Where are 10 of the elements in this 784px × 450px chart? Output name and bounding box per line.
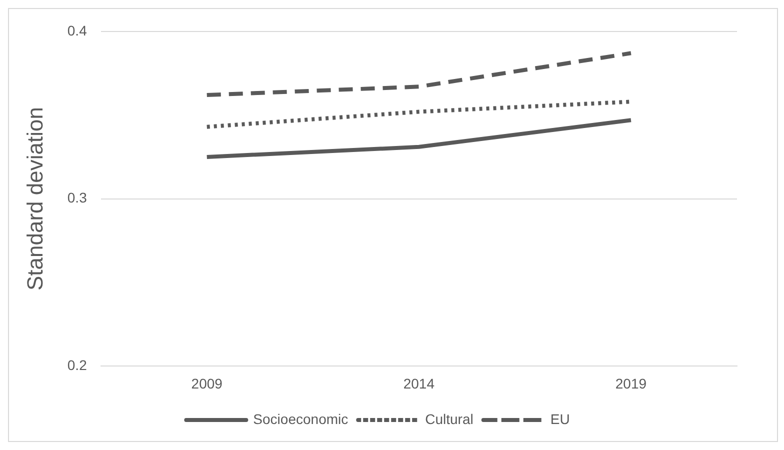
y-tick-label: 0.2 <box>67 357 88 374</box>
legend-label: Socioeconomic <box>253 410 348 427</box>
legend-label: EU <box>550 410 570 427</box>
x-tick-label: 2019 <box>615 375 647 392</box>
x-tick-label: 2014 <box>403 375 435 392</box>
legend-label: Cultural <box>425 410 474 427</box>
y-axis-title: Standard deviation <box>22 107 48 291</box>
x-tick-label: 2009 <box>191 375 223 392</box>
y-tick-label: 0.4 <box>67 22 88 38</box>
y-tick-label: 0.3 <box>67 190 88 206</box>
